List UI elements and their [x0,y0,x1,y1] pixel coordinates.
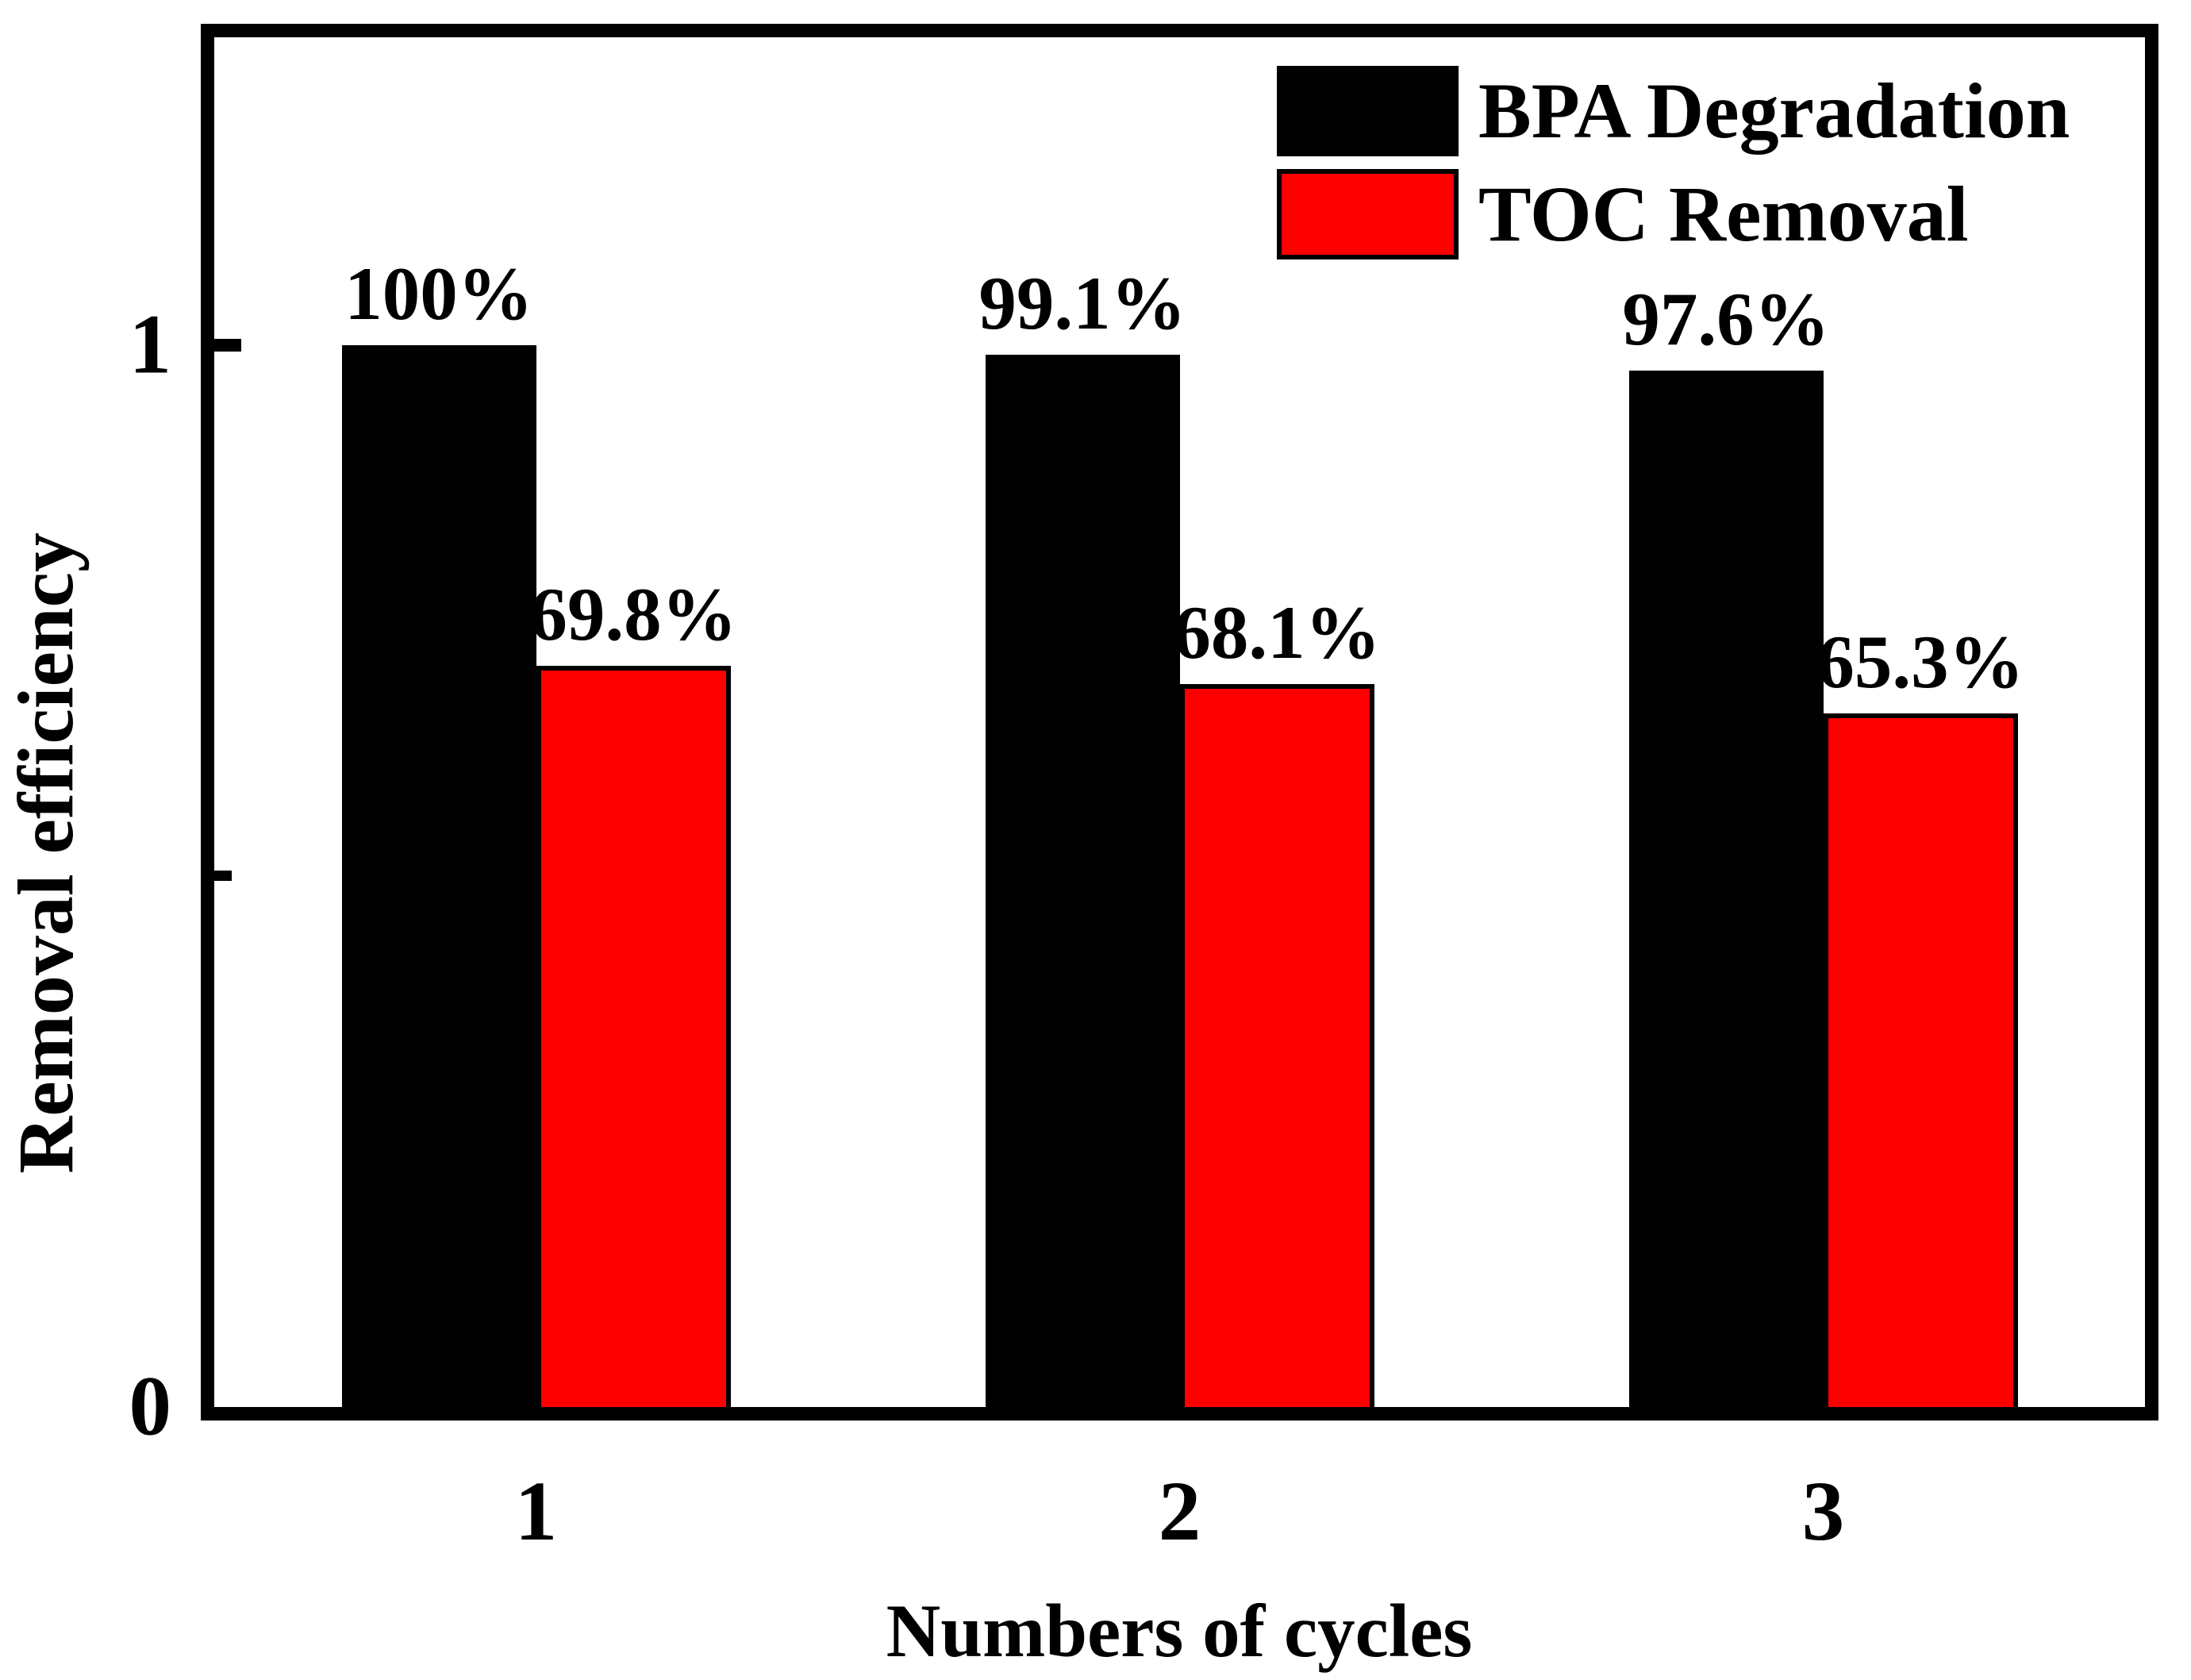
bar-value-label: 99.1% [978,261,1186,346]
legend-item-bpa-degradation: BPA Degradation [1277,66,2070,156]
bar-series-0-group-2 [985,355,1180,1417]
legend-swatch-red [1277,169,1459,259]
bar-series-1-group-2 [1179,683,1374,1417]
legend-item-toc-removal: TOC Removal [1277,169,2070,259]
x-tick-label: 2 [1158,1465,1201,1559]
legend-label: BPA Degradation [1478,67,2070,155]
bar-series-0-group-1 [341,345,536,1417]
plot-frame [201,24,2158,1421]
legend-swatch-black [1277,66,1459,156]
y-tick-label: 0 [129,1359,172,1454]
x-axis-title: Numbers of cycles [886,1589,1473,1673]
y-minor-tick [214,871,232,881]
bar-series-1-group-3 [1823,713,2018,1417]
x-tick-label: 1 [514,1465,558,1559]
bar-series-1-group-1 [536,666,731,1417]
bar-value-label: 69.8% [529,572,737,657]
bar-value-label: 68.1% [1173,590,1381,675]
y-major-tick [214,339,241,352]
legend-label: TOC Removal [1478,170,1969,258]
bar-value-label: 65.3% [1816,620,2024,705]
bar-value-label: 97.6% [1622,277,1830,362]
y-axis-title: Removal efficiency [2,532,90,1174]
y-tick-label: 1 [129,298,172,392]
legend: BPA Degradation TOC Removal [1277,66,2070,259]
x-tick-label: 3 [1801,1465,1845,1559]
bar-series-0-group-3 [1628,371,1824,1417]
bar-value-label: 100% [344,252,533,336]
